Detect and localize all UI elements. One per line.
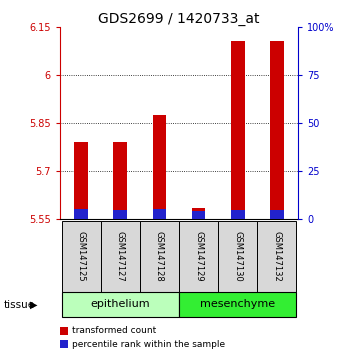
Bar [62, 221, 101, 292]
Bar [114, 211, 127, 219]
Text: percentile rank within the sample: percentile rank within the sample [72, 339, 225, 349]
Bar [140, 221, 179, 292]
Bar [153, 209, 166, 219]
Bar [62, 292, 179, 317]
Bar [74, 142, 88, 219]
Text: mesenchyme: mesenchyme [200, 299, 275, 309]
Text: GSM147127: GSM147127 [116, 231, 125, 282]
Text: GSM147129: GSM147129 [194, 231, 203, 282]
Bar [114, 142, 127, 219]
Bar [179, 221, 218, 292]
Bar [192, 208, 205, 219]
Bar [231, 210, 244, 219]
Bar [231, 41, 244, 219]
Text: ▶: ▶ [30, 300, 37, 310]
Bar [74, 209, 88, 219]
Bar [270, 41, 284, 219]
Text: tissue: tissue [3, 300, 34, 310]
Text: epithelium: epithelium [90, 299, 150, 309]
Text: GSM147132: GSM147132 [272, 231, 281, 282]
Text: GSM147130: GSM147130 [233, 231, 242, 282]
Bar [192, 211, 205, 219]
Bar [101, 221, 140, 292]
Bar [179, 292, 296, 317]
Bar [270, 210, 284, 219]
Bar [218, 221, 257, 292]
Text: GSM147128: GSM147128 [155, 231, 164, 282]
Title: GDS2699 / 1420733_at: GDS2699 / 1420733_at [98, 12, 260, 25]
Bar [153, 115, 166, 219]
Text: GSM147125: GSM147125 [77, 231, 86, 282]
Text: transformed count: transformed count [72, 326, 156, 335]
Bar [257, 221, 296, 292]
